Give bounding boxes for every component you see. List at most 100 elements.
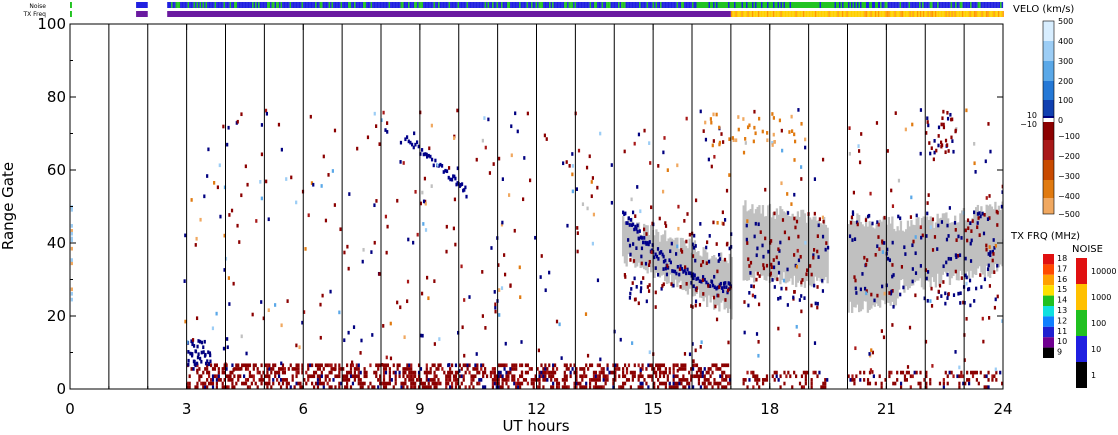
echo-cell xyxy=(452,374,456,379)
echo-cell xyxy=(638,229,641,233)
strip-segment xyxy=(630,2,632,8)
echo-cell xyxy=(211,385,215,389)
echo-cell xyxy=(340,367,343,371)
txfrq-colorbar-block xyxy=(1043,337,1054,348)
echo-cell xyxy=(460,381,463,386)
echo-cell xyxy=(697,368,700,373)
echo-cell xyxy=(599,131,602,136)
echo-cell xyxy=(380,118,383,122)
echo-cell xyxy=(646,241,649,245)
echo-cell xyxy=(650,248,654,253)
strip-segment xyxy=(852,11,854,17)
strip-segment xyxy=(621,2,623,8)
echo-cell xyxy=(606,363,609,368)
strip-segment xyxy=(640,2,643,8)
strip-segment xyxy=(364,2,367,8)
echo-cell xyxy=(573,370,576,375)
echo-cell xyxy=(322,367,325,371)
strip-segment xyxy=(750,11,752,17)
echo-cell xyxy=(251,312,254,317)
echo-cell xyxy=(718,285,721,289)
strip-segment xyxy=(800,2,802,8)
echo-cell xyxy=(817,255,820,259)
echo-cell xyxy=(973,141,976,146)
echo-cell xyxy=(569,363,572,368)
strip-segment xyxy=(538,2,541,8)
ground-scatter-column xyxy=(704,250,707,298)
echo-cell xyxy=(200,359,203,364)
echo-cell xyxy=(855,374,858,379)
echo-cell xyxy=(256,367,259,371)
echo-cell xyxy=(264,381,267,386)
echo-cell xyxy=(207,362,211,366)
strip-segment xyxy=(710,2,712,8)
echo-cell xyxy=(468,363,471,368)
echo-cell xyxy=(783,370,786,375)
strip-segment xyxy=(477,2,479,8)
ground-scatter-column xyxy=(648,234,651,265)
strip-segment xyxy=(381,2,383,8)
strip-segment xyxy=(819,11,821,17)
strip-segment xyxy=(856,11,859,17)
echo-cell xyxy=(933,139,936,143)
echo-cell xyxy=(959,301,962,305)
echo-cell xyxy=(703,367,706,371)
echo-cell xyxy=(883,215,886,220)
echo-cell xyxy=(209,359,212,364)
echo-cell xyxy=(744,141,747,145)
echo-cell xyxy=(316,378,320,382)
ground-scatter-column xyxy=(756,206,759,275)
echo-cell xyxy=(712,139,715,143)
echo-cell xyxy=(328,370,331,375)
echo-cell xyxy=(686,267,689,272)
ground-scatter-column xyxy=(915,218,918,281)
echo-cell xyxy=(899,216,902,221)
echo-cell xyxy=(410,378,413,382)
echo-cell xyxy=(579,381,582,386)
echo-cell xyxy=(544,374,547,379)
echo-cell xyxy=(773,140,776,144)
echo-cell xyxy=(70,207,73,212)
echo-cell xyxy=(260,123,264,127)
strip-segment xyxy=(955,11,958,17)
echo-cell xyxy=(314,370,318,375)
strip-segment xyxy=(831,2,833,8)
echo-cell xyxy=(305,381,308,386)
strip-segment xyxy=(190,2,193,8)
echo-cell xyxy=(328,363,331,368)
echo-cell xyxy=(239,367,242,371)
echo-cell xyxy=(700,340,703,345)
echo-cell xyxy=(669,249,672,254)
echo-cell xyxy=(793,192,796,197)
echo-cell xyxy=(571,152,574,156)
echo-cell xyxy=(937,143,940,148)
echo-cell xyxy=(919,385,922,389)
strip-segment xyxy=(872,2,874,8)
echo-cell xyxy=(463,353,466,358)
echo-cell xyxy=(606,378,609,382)
strip-segment xyxy=(688,2,691,8)
strip-segment xyxy=(863,2,865,8)
strip-segment xyxy=(983,2,986,8)
strip-segment xyxy=(475,2,478,8)
strip-segment xyxy=(734,2,736,8)
strip-segment xyxy=(874,11,877,17)
echo-cell xyxy=(289,363,292,368)
echo-cell xyxy=(452,378,456,382)
strip-segment xyxy=(786,11,788,17)
echo-cell xyxy=(303,378,306,382)
echo-cell xyxy=(742,378,745,382)
strip-segment xyxy=(439,2,442,8)
ground-scatter-column xyxy=(712,255,716,310)
echo-cell xyxy=(349,370,353,375)
echo-cell xyxy=(322,154,325,159)
echo-cell xyxy=(394,381,397,386)
echo-cell xyxy=(518,265,521,270)
echo-cell xyxy=(872,374,875,379)
strip-segment xyxy=(673,2,676,8)
strip-segment xyxy=(658,2,661,8)
echo-cell xyxy=(422,199,426,204)
strip-segment xyxy=(313,2,316,8)
strip-segment xyxy=(531,2,533,8)
strip-segment xyxy=(259,2,262,8)
